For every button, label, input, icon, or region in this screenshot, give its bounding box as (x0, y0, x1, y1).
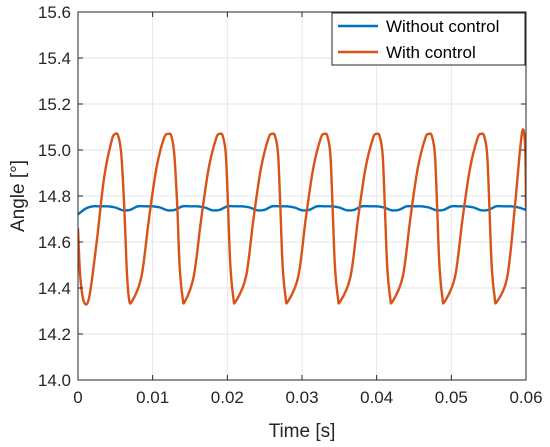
y-tick-label: 15.6 (38, 3, 71, 22)
x-tick-label: 0.05 (435, 388, 468, 407)
legend-label-with-control: With control (386, 43, 476, 62)
x-axis-label: Time [s] (269, 421, 336, 442)
x-tick-label: 0.01 (136, 388, 169, 407)
y-tick-label: 14.8 (38, 187, 71, 206)
y-tick-label: 15.2 (38, 95, 71, 114)
x-tick-label: 0.06 (509, 388, 542, 407)
ticks-layer (77, 11, 527, 381)
y-tick-label: 15.0 (38, 141, 71, 160)
x-tick-label: 0.04 (360, 388, 393, 407)
y-axis-label: Angle [°] (8, 160, 29, 232)
series-line-without-control (78, 204, 526, 216)
y-tick-label: 14.0 (38, 371, 71, 390)
legend: Without control With control (331, 12, 526, 66)
series-layer (78, 128, 526, 306)
y-tick-label: 14.2 (38, 325, 71, 344)
x-tick-label: 0 (73, 388, 82, 407)
tick-labels-layer: 0 0.01 0.02 0.03 0.04 0.05 0.06 14.0 14.2 14.4 14.… (38, 3, 543, 407)
y-tick-label: 14.4 (38, 279, 71, 298)
y-tick-label: 15.4 (38, 49, 71, 68)
legend-label-without-control: Without control (386, 17, 499, 36)
x-tick-label: 0.02 (211, 388, 244, 407)
legend-box (331, 12, 526, 66)
x-tick-label: 0.03 (285, 388, 318, 407)
series-line-with-control (78, 128, 526, 306)
y-tick-label: 14.6 (38, 233, 71, 252)
